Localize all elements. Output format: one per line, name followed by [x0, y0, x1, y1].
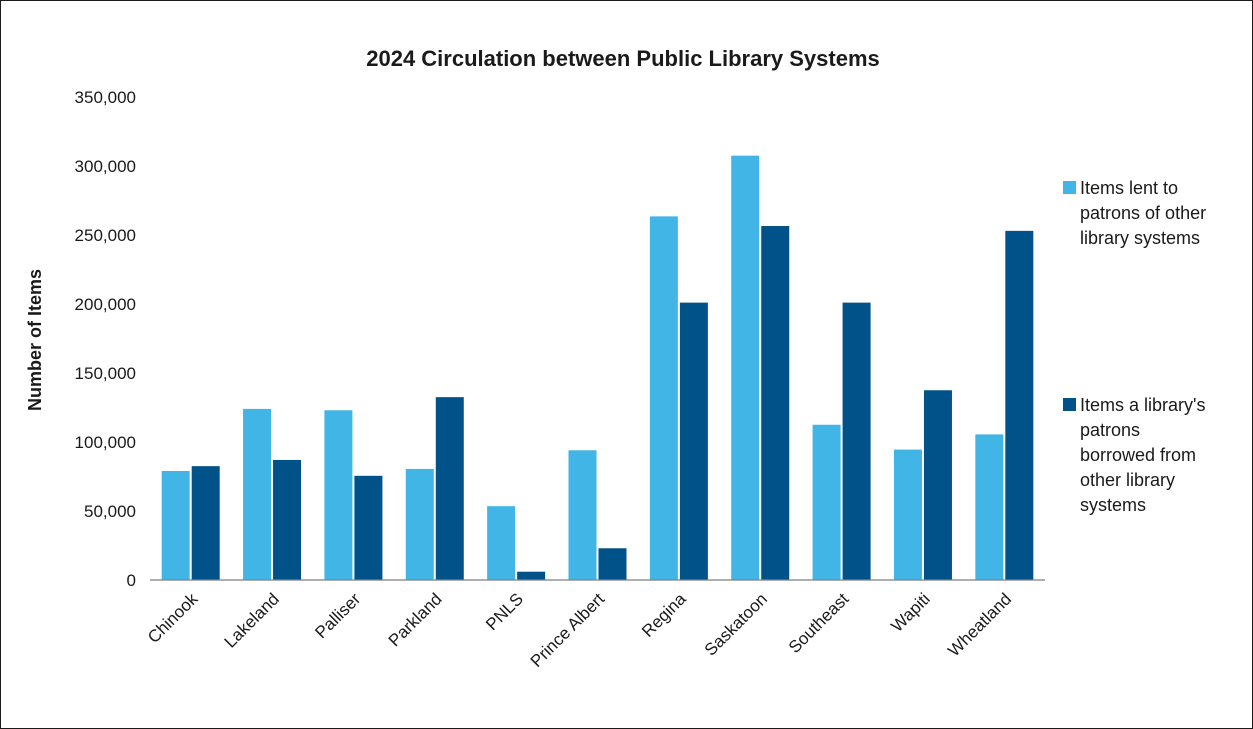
- x-category-label: Wapiti: [887, 589, 933, 635]
- y-tick-label: 300,000: [75, 157, 136, 176]
- x-category-label: PNLS: [482, 589, 527, 634]
- x-category-label: Regina: [638, 589, 690, 641]
- bar-wheatland-series-2: [1005, 230, 1034, 581]
- legend-label-line: borrowed from: [1080, 445, 1196, 465]
- x-category-label: Chinook: [144, 589, 202, 647]
- x-category-label: Wheatland: [944, 589, 1015, 660]
- legend: Items lent to patrons of other library sys…: [1063, 178, 1206, 515]
- bar-lakeland-series-2: [273, 459, 302, 580]
- x-category-label: Lakeland: [221, 589, 283, 651]
- y-tick-label: 350,000: [75, 88, 136, 107]
- legend-label: Items lent to patrons of other library sys…: [1080, 178, 1206, 248]
- y-tick-label: 50,000: [84, 502, 136, 521]
- bar-saskatoon-series-2: [761, 226, 790, 580]
- bar-wapiti-series-2: [923, 390, 952, 580]
- bar-wheatland-series-1: [975, 434, 1004, 580]
- bar-wapiti-series-1: [893, 449, 922, 580]
- y-tick-label: 200,000: [75, 295, 136, 314]
- legend-label-line: patrons: [1080, 420, 1140, 440]
- legend-label-line: library systems: [1080, 228, 1200, 248]
- bar-palliser-series-2: [354, 475, 383, 580]
- legend-label: Items a library's patrons borrowed from oth…: [1080, 395, 1205, 515]
- bar-chinook-series-1: [161, 470, 190, 580]
- bar-prince-albert-series-2: [598, 548, 627, 580]
- legend-swatch: [1063, 181, 1076, 194]
- x-axis-labels: Chinook Lakeland Palliser Parkland PNLS Princ…: [144, 589, 1015, 671]
- bar-pnls-series-2: [517, 571, 546, 580]
- legend-label-line: other library: [1080, 470, 1175, 490]
- chart-title: 2024 Circulation between Public Library …: [366, 46, 880, 71]
- legend-label-line: patrons of other: [1080, 203, 1206, 223]
- bar-parkland-series-1: [405, 468, 434, 580]
- bar-parkland-series-2: [435, 397, 464, 580]
- y-axis-title: Number of Items: [25, 269, 45, 411]
- bar-palliser-series-1: [324, 410, 353, 580]
- y-tick-label: 100,000: [75, 433, 136, 452]
- legend-swatch: [1063, 398, 1076, 411]
- x-category-label: Prince Albert: [527, 589, 609, 671]
- bar-lakeland-series-1: [243, 408, 272, 580]
- legend-label-line: Items lent to: [1080, 178, 1178, 198]
- x-category-label: Palliser: [311, 589, 364, 642]
- x-category-label: Parkland: [385, 589, 446, 650]
- bar-southeast-series-2: [842, 302, 871, 580]
- y-tick-label: 250,000: [75, 226, 136, 245]
- bar-chinook-series-2: [191, 466, 220, 580]
- y-tick-label: 150,000: [75, 364, 136, 383]
- legend-label-line: Items a library's: [1080, 395, 1205, 415]
- bar-southeast-series-1: [812, 424, 841, 580]
- bar-regina-series-1: [649, 216, 678, 580]
- bar-prince-albert-series-1: [568, 450, 597, 580]
- bars: [161, 155, 1034, 581]
- legend-label-line: systems: [1080, 495, 1146, 515]
- bar-pnls-series-1: [487, 506, 516, 580]
- bar-regina-series-2: [679, 302, 708, 580]
- y-tick-label: 0: [127, 571, 136, 590]
- x-category-label: Southeast: [785, 589, 853, 657]
- x-category-label: Saskatoon: [701, 589, 771, 659]
- bar-saskatoon-series-1: [731, 155, 760, 580]
- y-axis-ticks: 0 50,000 100,000 150,000 200,000 250,000 300,0…: [75, 88, 136, 590]
